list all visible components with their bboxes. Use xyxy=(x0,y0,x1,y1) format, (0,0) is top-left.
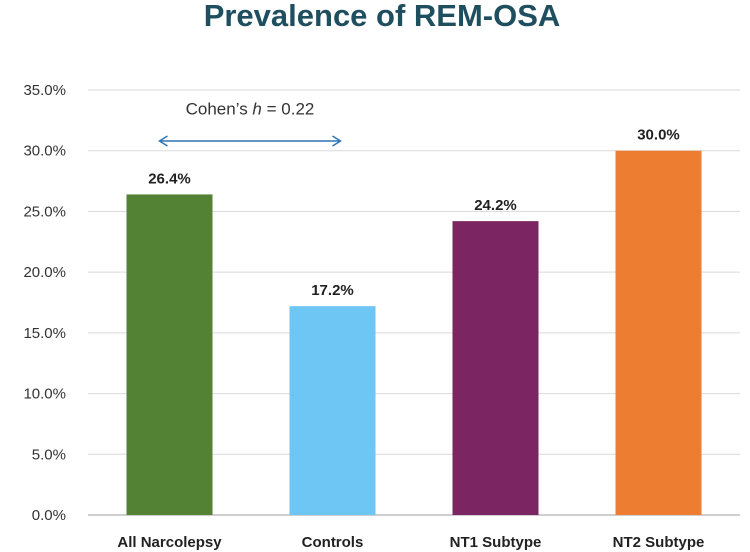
x-tick-label: NT2 Subtype xyxy=(613,534,705,551)
x-tick-label: NT1 Subtype xyxy=(450,534,542,551)
x-tick-label: All Narcolepsy xyxy=(117,534,222,551)
y-tick-label: 0.0% xyxy=(32,507,66,524)
bars xyxy=(126,150,702,515)
arrowhead-right xyxy=(332,135,342,147)
effect-size-label: Cohen’s h = 0.22 xyxy=(186,99,315,118)
effect-size-annotation: Cohen’s h = 0.22 xyxy=(158,99,342,147)
chart-title: Prevalence of REM-OSA xyxy=(204,0,561,33)
bar-nt1-subtype xyxy=(452,221,539,515)
arrowhead-left xyxy=(158,135,168,147)
data-labels: 26.4% 17.2% 24.2% 30.0% xyxy=(148,127,680,299)
data-label: 26.4% xyxy=(148,170,191,187)
bar-nt2-subtype xyxy=(615,150,702,515)
data-label: 30.0% xyxy=(637,127,680,144)
x-tick-label: Controls xyxy=(302,534,364,551)
y-tick-label: 25.0% xyxy=(23,203,66,220)
x-axis-labels: All Narcolepsy Controls NT1 Subtype NT2 Sub… xyxy=(117,534,704,551)
bar-controls xyxy=(289,306,376,515)
data-label: 24.2% xyxy=(474,197,517,214)
bar-all-narcolepsy xyxy=(126,194,213,515)
y-tick-label: 30.0% xyxy=(23,143,66,160)
data-label: 17.2% xyxy=(311,282,354,299)
y-tick-label: 10.0% xyxy=(23,386,66,403)
y-tick-label: 5.0% xyxy=(32,446,66,463)
y-axis-ticks: 0.0% 5.0% 10.0% 15.0% 20.0% 25.0% 30.0% 35.0% xyxy=(23,82,66,524)
y-tick-label: 15.0% xyxy=(23,325,66,342)
y-tick-label: 35.0% xyxy=(23,82,66,99)
y-tick-label: 20.0% xyxy=(23,264,66,281)
